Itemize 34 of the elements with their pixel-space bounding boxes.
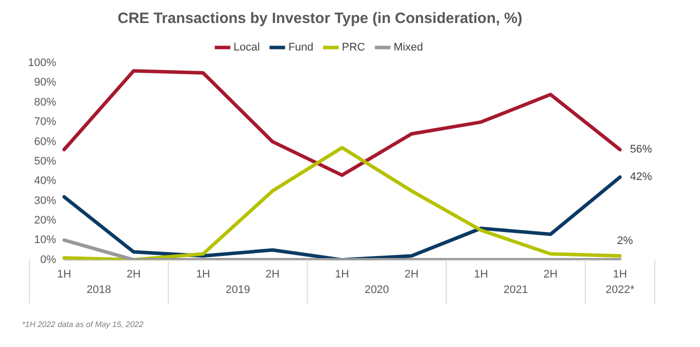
text: 2022* xyxy=(606,284,636,296)
y-tick-label: 50% xyxy=(34,155,56,168)
legend-label: Local xyxy=(234,42,260,54)
x-tick-label: 2H xyxy=(543,268,558,280)
x-tick-label: 2H xyxy=(126,268,141,280)
data-label: 56% xyxy=(630,144,652,156)
data-label: 2% xyxy=(617,234,634,247)
x-tick-label: 1H xyxy=(57,268,72,280)
data-label: 42% xyxy=(630,171,652,184)
y-tick-label: 80% xyxy=(34,96,56,108)
y-tick-label: 90% xyxy=(34,76,56,89)
text: 2021 xyxy=(504,284,528,296)
x-tick-label: 1H xyxy=(335,268,350,280)
x-tick-label: 1H xyxy=(196,268,210,280)
y-tick-label: 10% xyxy=(34,234,56,246)
y-tick-label: 30% xyxy=(34,194,56,207)
legend-label: Fund xyxy=(288,42,314,54)
x-tick-label: 1H xyxy=(474,268,488,280)
x-tick-label: 2H xyxy=(404,268,419,280)
text: 2020 xyxy=(364,284,390,296)
y-tick-label: 70% xyxy=(34,116,56,128)
y-tick-label: 40% xyxy=(34,175,56,188)
y-tick-label: 100% xyxy=(28,57,56,70)
legend-label: Mixed xyxy=(394,42,423,54)
chart-title: CRE Transactions by Investor Type (in Consideration, %) xyxy=(118,10,522,28)
x-tick-label: 1H xyxy=(612,268,628,280)
y-tick-label: 20% xyxy=(34,214,56,226)
y-tick-label: 60% xyxy=(34,136,56,148)
x-tick-label: 2H xyxy=(266,268,280,280)
legend-label: PRC xyxy=(342,42,366,54)
text: 2018 xyxy=(86,284,112,296)
text: *1H 2022 data as of May 15, 2022 xyxy=(22,320,144,330)
y-tick-label: 0% xyxy=(40,254,56,266)
text: 2019 xyxy=(226,284,250,296)
